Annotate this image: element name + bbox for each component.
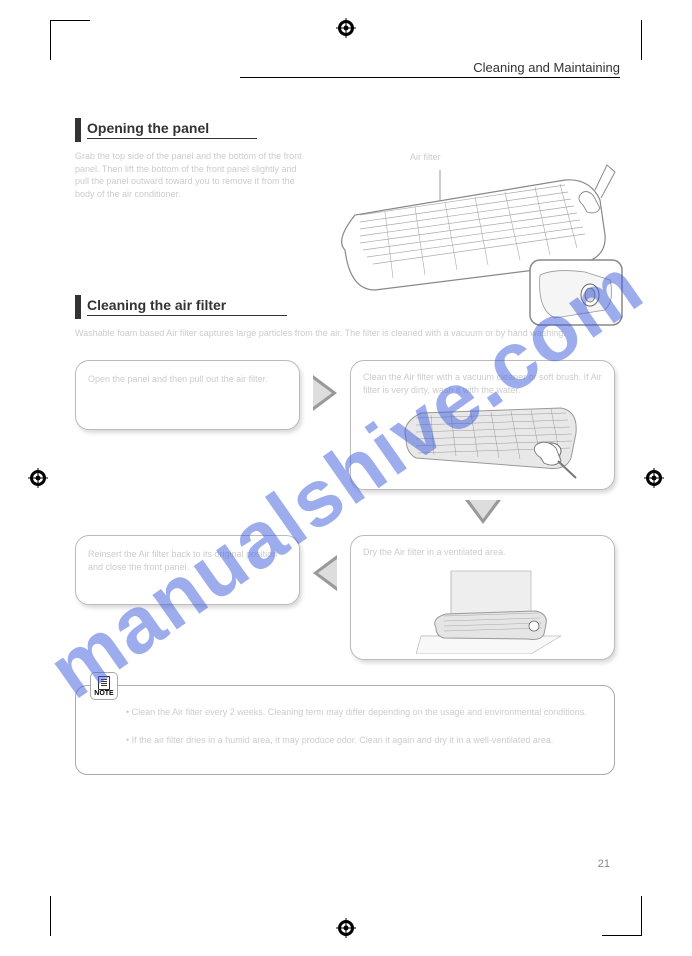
step2-text: Clean the Air filter with a vacuum clean… <box>363 371 603 396</box>
section-marker <box>75 295 81 319</box>
note-line2: • If the air filter dries in a humid are… <box>126 734 596 747</box>
arrow-right-icon <box>313 375 337 411</box>
registration-mark-left <box>28 468 48 488</box>
section1-title: Opening the panel <box>87 120 257 139</box>
note-box: NOTE • Clean the Air filter every 2 week… <box>75 685 615 775</box>
registration-mark-right <box>644 468 664 488</box>
page-number: 21 <box>598 858 610 870</box>
crop-mark <box>602 896 642 936</box>
ac-unit-illustration <box>325 160 625 330</box>
step3-card: Dry the Air filter in a ventilated area. <box>350 535 615 660</box>
step1-text: Open the panel and then pull out the air… <box>88 373 288 386</box>
page-content: Cleaning and Maintaining Opening the pan… <box>75 60 620 880</box>
section2-title: Cleaning the air filter <box>87 297 287 316</box>
filter-brush-illustration <box>396 403 586 483</box>
filter-dry-illustration <box>416 566 566 654</box>
step4-card: Reinsert the Air filter back to its orig… <box>75 535 300 605</box>
arrow-left-icon <box>313 555 337 591</box>
step3-text: Dry the Air filter in a ventilated area. <box>363 546 603 559</box>
page-header: Cleaning and Maintaining <box>240 60 620 78</box>
section-marker <box>75 118 81 142</box>
registration-mark-bottom <box>336 918 356 938</box>
note-line1: • Clean the Air filter every 2 weeks. Cl… <box>126 706 596 719</box>
crop-mark <box>50 20 90 60</box>
section2-text: Washable foam based Air filter captures … <box>75 327 595 340</box>
note-label: NOTE <box>94 690 113 697</box>
note-icon <box>98 676 110 690</box>
crop-mark <box>602 20 642 60</box>
step4-text: Reinsert the Air filter back to its orig… <box>88 548 288 573</box>
registration-mark-top <box>336 18 356 38</box>
step2-card: Clean the Air filter with a vacuum clean… <box>350 360 615 490</box>
crop-mark <box>50 896 90 936</box>
note-tab: NOTE <box>90 672 118 700</box>
arrow-down-icon <box>465 500 501 524</box>
step1-card: Open the panel and then pull out the air… <box>75 360 300 430</box>
section1-text: Grab the top side of the panel and the b… <box>75 150 305 200</box>
